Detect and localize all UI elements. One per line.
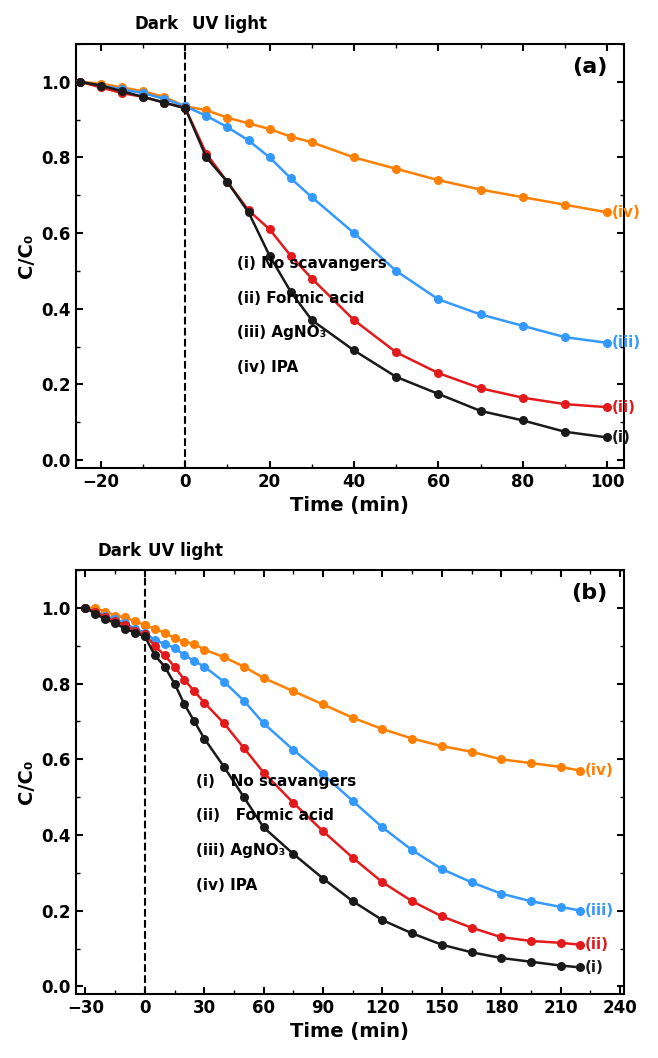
Y-axis label: C/C₀: C/C₀	[16, 760, 36, 804]
Text: (ii): (ii)	[584, 937, 609, 952]
Text: (i)   No scavangers: (i) No scavangers	[196, 773, 357, 788]
Y-axis label: C/C₀: C/C₀	[16, 234, 36, 278]
Text: Dark: Dark	[135, 15, 179, 34]
Text: (iv): (iv)	[584, 763, 613, 779]
Text: (ii) Formic acid: (ii) Formic acid	[238, 291, 365, 306]
Text: (iii): (iii)	[611, 335, 640, 350]
X-axis label: Time (min): Time (min)	[290, 496, 409, 515]
Text: (iv) IPA: (iv) IPA	[238, 360, 299, 375]
Text: (ii): (ii)	[611, 400, 636, 415]
Text: UV light: UV light	[148, 542, 223, 560]
Text: (b): (b)	[571, 583, 607, 603]
Text: (iv) IPA: (iv) IPA	[196, 878, 257, 893]
Text: (iv): (iv)	[611, 205, 640, 220]
X-axis label: Time (min): Time (min)	[290, 1022, 409, 1041]
Text: (i): (i)	[611, 430, 630, 445]
Text: (iii) AgNO₃: (iii) AgNO₃	[238, 325, 327, 341]
Text: (ii)   Formic acid: (ii) Formic acid	[196, 808, 334, 823]
Text: (i): (i)	[584, 960, 603, 974]
Text: Dark: Dark	[98, 542, 142, 560]
Text: (i) No scavangers: (i) No scavangers	[238, 256, 387, 271]
Text: (a): (a)	[572, 57, 607, 76]
Text: (iii): (iii)	[584, 904, 613, 918]
Text: UV light: UV light	[191, 15, 266, 34]
Text: (iii) AgNO₃: (iii) AgNO₃	[196, 843, 286, 858]
